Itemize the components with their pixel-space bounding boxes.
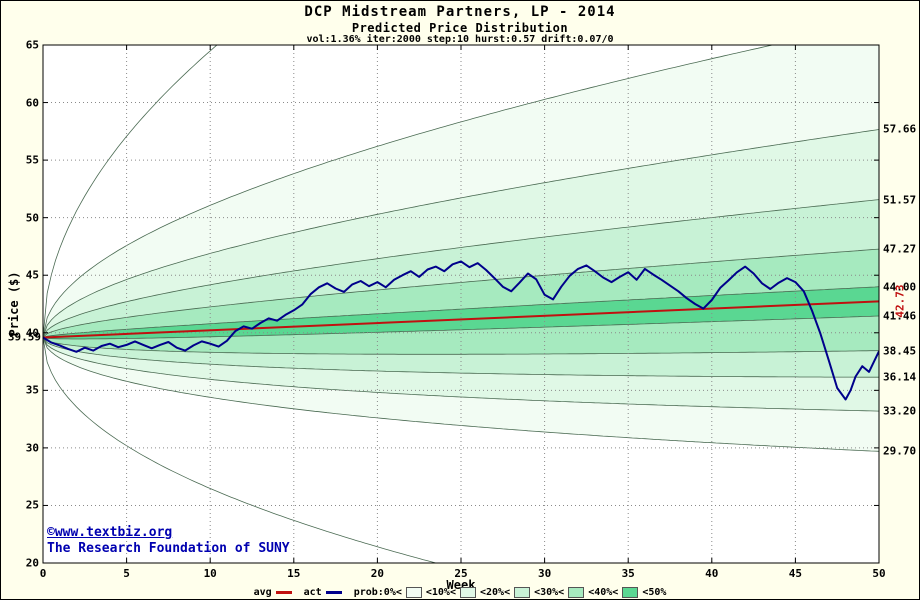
- legend-prob-20-label: <20%<: [479, 587, 511, 598]
- legend-prob-30-label: <30%<: [534, 587, 565, 598]
- y-tick-label: 30: [25, 441, 39, 455]
- band-value-label: 33.20: [883, 404, 917, 418]
- band-boundary-curve: [43, 199, 879, 338]
- band-value-label: 41.46: [883, 309, 917, 323]
- band-boundary-curve: [43, 337, 438, 563]
- legend-act-label: act: [303, 587, 322, 598]
- avg-end-price-label: 42.73: [893, 284, 907, 318]
- chart-title: DCP Midstream Partners, LP - 2014: [304, 4, 616, 20]
- organization-label: The Research Foundation of SUNY: [47, 541, 290, 556]
- band-value-label: 29.70: [883, 444, 917, 458]
- y-tick-label: 50: [25, 211, 39, 225]
- y-tick-label: 20: [25, 556, 39, 570]
- x-tick-label: 50: [872, 567, 886, 580]
- y-tick-label: 35: [25, 383, 39, 397]
- band-boundary-curve: [43, 248, 879, 338]
- act-line-swatch: [325, 591, 342, 594]
- x-tick-label: 15: [287, 567, 301, 580]
- band-value-label: 47.27: [883, 242, 917, 256]
- band-value-label: 44.00: [883, 280, 917, 294]
- prob-band-30-swatch: [514, 587, 531, 598]
- legend-prob-50-label: <50%: [642, 587, 667, 598]
- chart-subtitle: Predicted Price Distribution: [351, 21, 569, 35]
- y-axis-label: Price ($): [7, 271, 21, 337]
- legend-prob-40-label: <40%<: [588, 587, 619, 598]
- band-boundary-curve: [43, 45, 218, 338]
- band-boundary-curve: [43, 337, 879, 355]
- band-value-label: 36.14: [883, 370, 917, 384]
- x-tick-label: 45: [788, 567, 803, 580]
- copyright-link[interactable]: ©www.textbiz.org: [47, 525, 173, 540]
- legend: avg act prob:0%< <10%< <20%< <30%< <40%<…: [1, 587, 919, 598]
- legend-prob-0-label: prob:0%<: [353, 587, 402, 598]
- x-tick-label: 35: [621, 567, 635, 580]
- start-price-label: 39.59: [7, 330, 41, 344]
- prob-band-40-swatch: [568, 587, 585, 598]
- avg-price-line: [43, 300, 879, 339]
- y-tick-label: 60: [25, 96, 39, 110]
- x-tick-label: 30: [537, 567, 552, 580]
- x-tick-label: 5: [123, 567, 130, 580]
- prob-band-50%: [43, 286, 879, 339]
- prob-band-50-swatch: [622, 587, 639, 598]
- y-tick-label: 55: [25, 153, 39, 167]
- x-tick-label: 25: [454, 567, 468, 580]
- x-tick-label: 20: [370, 567, 385, 580]
- band-value-label: 38.45: [883, 344, 917, 358]
- band-value-label: 51.57: [883, 193, 917, 207]
- legend-prob-10-label: <10%<: [425, 587, 456, 598]
- prob-band-10-swatch: [405, 587, 422, 598]
- prob-band-20-swatch: [459, 587, 476, 598]
- x-tick-label: 0: [39, 567, 47, 580]
- actual-price-line: [43, 260, 879, 401]
- plot-border: [42, 44, 880, 564]
- x-tick-label: 40: [705, 567, 719, 580]
- y-tick-label: 45: [25, 268, 39, 282]
- y-tick-label: 40: [25, 326, 39, 340]
- avg-line-swatch: [275, 591, 292, 594]
- x-tick-label: 10: [203, 567, 217, 580]
- simulation-params: vol:1.36% iter:2000 step:10 hurst:0.57 d…: [306, 34, 614, 45]
- y-tick-label: 25: [25, 498, 39, 512]
- y-tick-label: 65: [25, 38, 39, 52]
- band-value-label: 57.66: [883, 122, 917, 136]
- legend-avg-label: avg: [253, 587, 272, 598]
